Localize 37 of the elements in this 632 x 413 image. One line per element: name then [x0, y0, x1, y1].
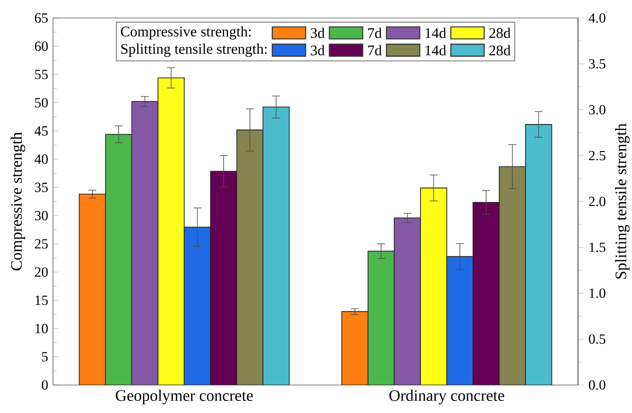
legend-label: 7d [368, 45, 382, 56]
y-tick-label: 25 [34, 239, 48, 249]
legend-label: 3d [310, 28, 325, 38]
y-tick-label: 20 [34, 267, 48, 277]
y-tick-label: 5 [42, 352, 48, 362]
annotation: Splitting tensile strength: [121, 44, 267, 57]
y2-tick-label: 1.0 [590, 288, 606, 298]
y-tick-label: 15 [36, 296, 48, 305]
y-tick-label: 10 [36, 324, 48, 334]
legend-label: 3d [310, 45, 325, 56]
legend-label: 28d [489, 45, 511, 56]
annotation: Compressive strength: [120, 26, 251, 40]
y-tick-label: 30 [34, 210, 48, 220]
y-tick-label: 60 [34, 42, 48, 51]
y2-tick-label: 3.0 [589, 104, 606, 114]
y-tick-label: 65 [34, 13, 48, 23]
y2-tick-label: 0.0 [588, 380, 606, 390]
y2-tick-label: 0.5 [588, 334, 606, 344]
legend-label: 14d [426, 28, 446, 38]
y2-tick-label: 3.5 [589, 59, 606, 69]
y-tick-label: 45 [34, 126, 48, 136]
y-axis-title: Compressive strength [10, 132, 26, 270]
legend-label: 14d [426, 45, 446, 56]
y-tick-label: 40 [34, 154, 48, 164]
legend-label: 7d [368, 28, 382, 38]
x-tick-label: Ordinary concrete [389, 390, 504, 404]
x-tick-label: Geopolymer concrete [116, 390, 253, 404]
legend-label: 28d [489, 28, 511, 38]
y2-tick-label: 2.5 [589, 150, 606, 160]
y-tick-label: 35 [34, 182, 48, 192]
y2-tick-label: 1.5 [590, 242, 606, 252]
y2-axis-title: Splitting tensile strength [615, 123, 630, 279]
y-tick-label: 50 [35, 98, 48, 108]
y2-tick-label: 4.0 [588, 13, 606, 23]
y-tick-label: 0 [42, 380, 48, 390]
y-tick-label: 55 [35, 70, 48, 80]
y2-tick-label: 2.0 [589, 196, 606, 206]
